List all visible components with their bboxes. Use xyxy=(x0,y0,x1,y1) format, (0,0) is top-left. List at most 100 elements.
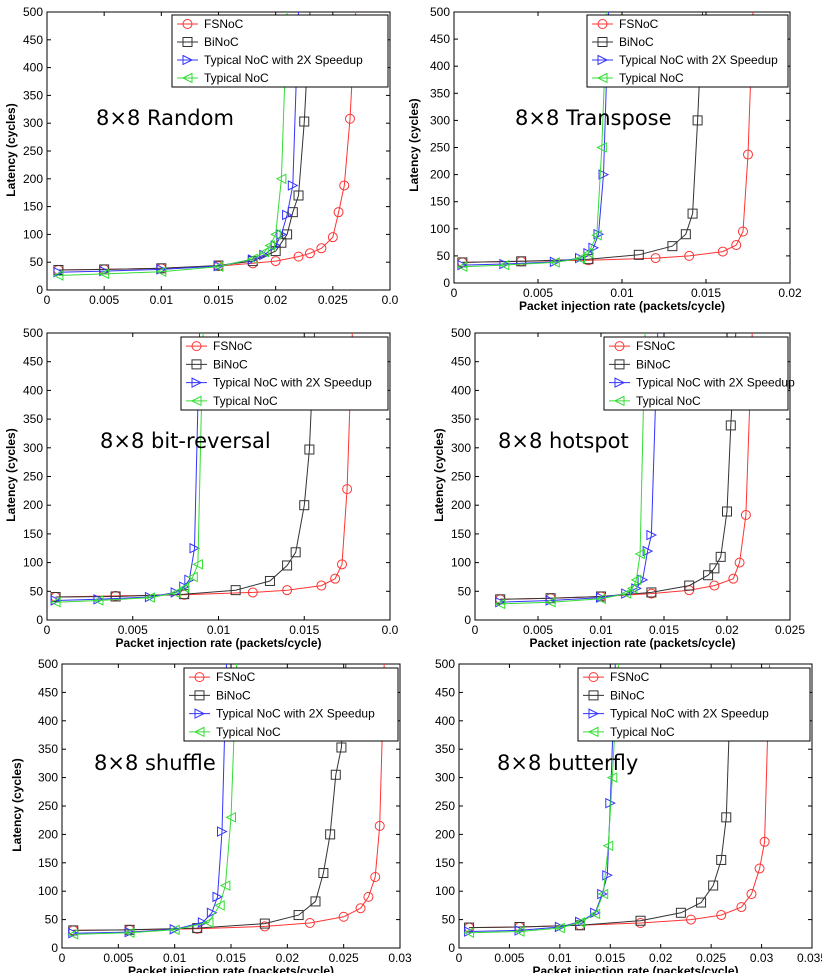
legend-marker xyxy=(596,72,608,84)
legend-label: FSNoC xyxy=(213,339,253,353)
legend-label: BiNoC xyxy=(216,688,251,702)
y-tick-label: 50 xyxy=(442,913,456,927)
x-tick-label: 0 xyxy=(451,286,458,300)
series-line-2 xyxy=(58,12,299,273)
y-tick-label: 350 xyxy=(38,742,58,756)
data-point xyxy=(299,116,310,127)
data-point xyxy=(275,173,287,185)
data-point xyxy=(596,592,607,603)
data-point xyxy=(144,591,156,603)
y-tick-label: 50 xyxy=(30,255,44,269)
data-point xyxy=(589,908,601,920)
x-tick-label: 0.0 xyxy=(382,623,399,637)
legend-box xyxy=(577,667,811,742)
y-tick-label: 250 xyxy=(430,141,450,155)
data-point xyxy=(456,261,468,273)
legend-marker xyxy=(191,359,202,370)
data-point xyxy=(276,229,288,240)
legend-marker xyxy=(191,377,203,388)
x-tick-label: 0.025 xyxy=(318,293,348,307)
legend-label: Typical NoC with 2X Speedup xyxy=(619,53,778,67)
y-axis-label: Latency (cycles) xyxy=(407,98,421,191)
data-point xyxy=(363,891,374,902)
data-point xyxy=(716,910,727,921)
data-point xyxy=(626,583,638,594)
y-tick-label: 250 xyxy=(23,144,43,158)
y-tick-label: 150 xyxy=(23,200,43,214)
data-point xyxy=(495,596,506,608)
x-tick-label: 0.02 xyxy=(715,623,739,637)
legend-label: Typical NoC with 2X Speedup xyxy=(610,707,769,721)
data-point xyxy=(685,914,696,925)
data-point xyxy=(554,921,566,933)
legend: FSNoC BiNoC Typical NoC with 2X Speedup Typ… xyxy=(586,14,789,88)
y-tick-label: 250 xyxy=(435,799,455,813)
y-tick-label: 200 xyxy=(38,827,58,841)
x-tick-label: 0 xyxy=(44,293,51,307)
data-point xyxy=(740,509,751,520)
x-tick-label: 0.0 xyxy=(382,293,399,307)
data-point xyxy=(170,587,182,598)
legend-label: Typical NoC with 2X Speedup xyxy=(216,707,375,721)
data-point xyxy=(549,257,560,268)
y-tick-label: 400 xyxy=(430,59,450,73)
y-tick-label: 250 xyxy=(38,799,58,813)
x-tick-label: 0.005 xyxy=(103,951,133,965)
data-point xyxy=(270,240,282,251)
y-tick-label: 100 xyxy=(430,222,450,236)
y-tick-label: 200 xyxy=(23,172,43,186)
y-tick-label: 150 xyxy=(435,856,455,870)
y-tick-label: 200 xyxy=(430,168,450,182)
data-point xyxy=(516,256,527,267)
y-tick-label: 0 xyxy=(443,276,450,290)
series-line-1 xyxy=(462,12,704,263)
data-point xyxy=(457,259,469,271)
legend: FSNoC BiNoC Typical NoC with 2X Speedup Typ… xyxy=(180,336,389,411)
data-point xyxy=(282,209,293,221)
data-point xyxy=(92,595,104,606)
data-point xyxy=(299,500,310,511)
data-point xyxy=(759,836,770,847)
legend: FSNoC BiNoC Typical NoC with 2X Speedup Typ… xyxy=(183,667,399,742)
data-point xyxy=(708,880,719,891)
legend-marker xyxy=(614,341,625,352)
y-tick-label: 150 xyxy=(23,527,43,541)
data-point xyxy=(178,582,190,594)
y-tick-label: 350 xyxy=(451,412,471,426)
legend-label: BiNoC xyxy=(619,35,654,49)
y-tick-label: 0 xyxy=(464,613,471,627)
data-point xyxy=(247,253,258,265)
data-point xyxy=(715,551,726,562)
data-point xyxy=(590,907,601,919)
data-point xyxy=(336,742,347,753)
legend-marker xyxy=(588,690,599,701)
x-tick-label: 0 xyxy=(59,951,66,965)
data-point xyxy=(709,563,720,574)
y-tick-label: 300 xyxy=(23,441,43,455)
y-tick-label: 350 xyxy=(23,88,43,102)
data-point xyxy=(342,484,353,495)
y-tick-label: 50 xyxy=(30,584,44,598)
data-point xyxy=(202,917,214,928)
data-point xyxy=(709,580,720,591)
x-tick-label: 0.02 xyxy=(649,951,673,965)
legend-marker xyxy=(597,19,608,29)
data-point xyxy=(270,229,281,240)
legend-label: FSNoC xyxy=(636,339,676,353)
y-tick-label: 450 xyxy=(430,32,450,46)
data-point xyxy=(212,891,224,903)
x-tick-label: 0.01 xyxy=(207,623,231,637)
y-tick-label: 300 xyxy=(38,771,58,785)
legend-marker xyxy=(194,708,206,719)
legend-label: FSNoC xyxy=(204,17,244,31)
data-point xyxy=(746,889,757,900)
data-point xyxy=(722,506,732,517)
y-tick-label: 350 xyxy=(435,742,455,756)
x-tick-label: 0.005 xyxy=(523,286,553,300)
panel-title: 8×8 shuffle xyxy=(94,751,216,775)
series-group xyxy=(456,12,754,273)
y-tick-label: 300 xyxy=(23,116,43,130)
y-tick-label: 450 xyxy=(451,355,471,369)
panel-title: 8×8 Transpose xyxy=(515,106,672,130)
